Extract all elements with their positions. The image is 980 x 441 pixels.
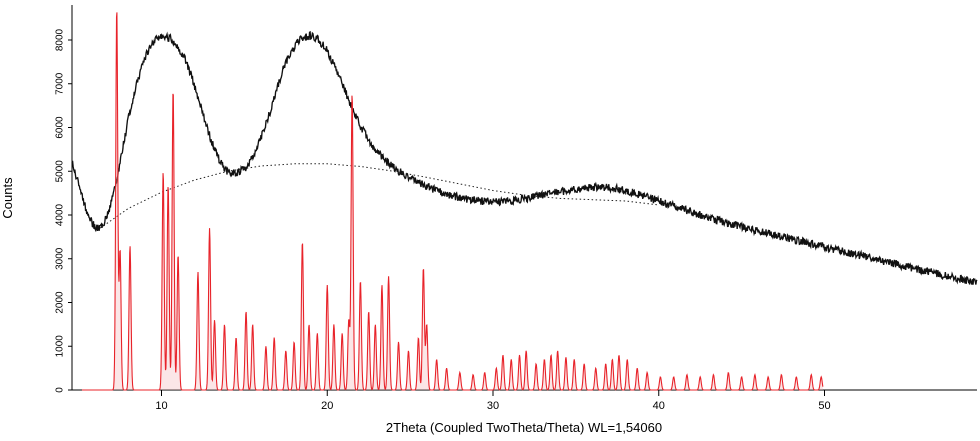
- x-tick-label: 20: [321, 400, 333, 412]
- reference-pattern-line: [81, 12, 824, 391]
- measured-pattern-line: [71, 30, 978, 285]
- y-axis-label: Counts: [0, 177, 15, 219]
- y-tick-label: 5000: [55, 160, 66, 183]
- background-dotted-line: [99, 163, 659, 229]
- y-tick-label: 3000: [55, 247, 66, 270]
- x-tick-label: 30: [487, 400, 499, 412]
- x-tick-label: 40: [653, 400, 665, 412]
- x-ticks: 10 20 30 40 50: [155, 390, 831, 412]
- x-axis-label: 2Theta (Coupled TwoTheta/Theta) WL=1,540…: [386, 420, 662, 435]
- y-tick-label: 0: [55, 387, 66, 393]
- y-ticks: 0 1000 2000 3000 4000 5000 6000 7000 8000: [55, 28, 72, 393]
- x-tick-label: 50: [818, 400, 830, 412]
- y-tick-label: 8000: [55, 28, 66, 51]
- x-tick-label: 10: [155, 400, 167, 412]
- plot-area: 10 20 30 40 50 0 1000 2000 3000 4000 5000 6000 7000…: [55, 5, 978, 412]
- y-tick-label: 2000: [55, 291, 66, 314]
- y-tick-label: 6000: [55, 116, 66, 139]
- y-tick-label: 4000: [55, 203, 66, 226]
- y-tick-label: 1000: [55, 335, 66, 358]
- y-tick-label: 7000: [55, 72, 66, 95]
- series-layer: [71, 12, 978, 391]
